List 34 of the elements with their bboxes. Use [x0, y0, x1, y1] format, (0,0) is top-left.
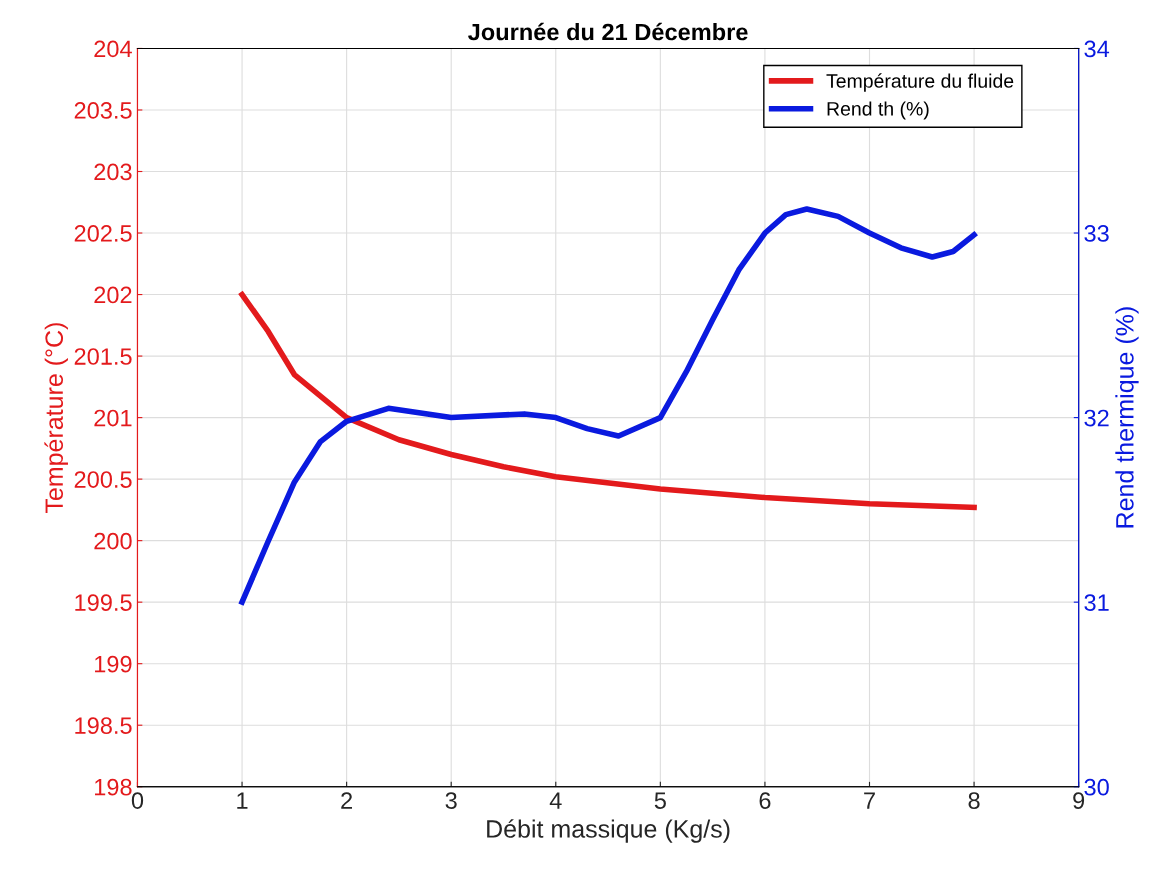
y-tick-label: 200.5 — [74, 471, 132, 488]
y2-tick-label: 30 — [1084, 778, 1109, 796]
y-tick-label: 203.5 — [74, 102, 132, 119]
x-axis-title: Débit massique (Kg/s) — [487, 819, 730, 843]
y-tick-label: 198.5 — [75, 717, 132, 734]
y-tick-label: 201 — [94, 409, 132, 427]
y2-axis-title: Rend thermique (%) — [1115, 307, 1139, 528]
x-tick-label: 6 — [759, 792, 771, 809]
x-tick-label: 5 — [654, 792, 666, 809]
y2-tick-label: 34 — [1084, 40, 1110, 58]
y-tick-label: 204 — [94, 40, 132, 58]
y2-tick-label: 33 — [1084, 225, 1109, 242]
x-tick-label: 7 — [864, 792, 875, 809]
y-tick-label: 198 — [95, 778, 132, 796]
x-tick-label: 8 — [968, 792, 980, 809]
y-tick-label: 203 — [94, 163, 132, 181]
legend-label: Température du fluide — [826, 73, 1014, 92]
x-tick-label: 0 — [131, 792, 144, 809]
x-tick-label: 4 — [549, 792, 562, 809]
y-tick-label: 200 — [94, 532, 132, 550]
y-tick-label: 199 — [95, 655, 132, 673]
y2-tick-label: 32 — [1084, 409, 1109, 427]
y-axis-title: Température (°C) — [44, 323, 68, 514]
legend-label: Rend th (%) — [827, 101, 929, 120]
y-tick-label: 199.5 — [75, 594, 132, 611]
y-tick-label: 202.5 — [74, 225, 132, 242]
x-tick-label: 2 — [341, 792, 353, 809]
y2-tick-label: 31 — [1084, 594, 1109, 611]
y-tick-label: 202 — [94, 286, 132, 304]
x-tick-label: 3 — [445, 792, 457, 809]
x-tick-label: 1 — [237, 792, 248, 809]
chart-title: Journée du 21 Décembre — [468, 22, 748, 41]
x-tick-label: 9 — [1073, 792, 1085, 809]
y-tick-label: 201.5 — [74, 348, 132, 365]
